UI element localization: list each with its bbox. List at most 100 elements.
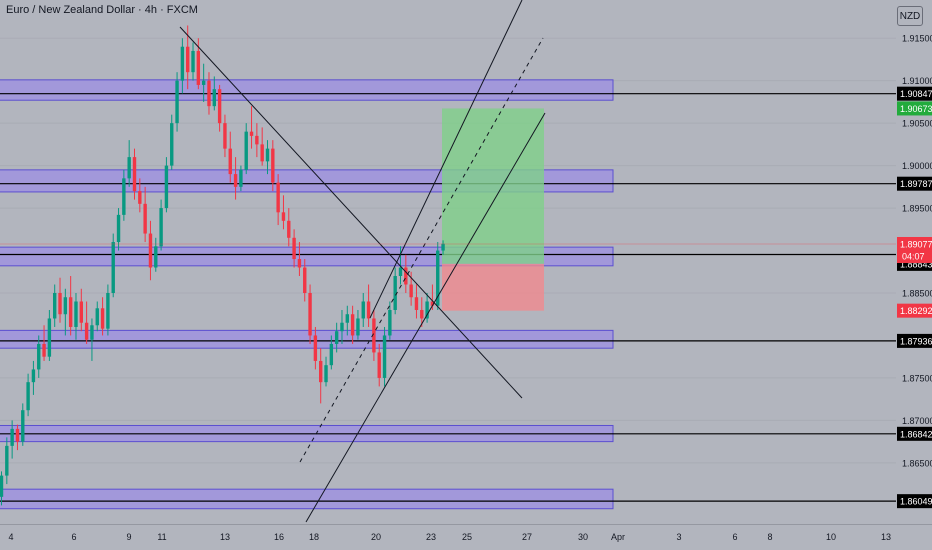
- candle: [201, 63, 206, 102]
- candle: [122, 169, 126, 221]
- candle-body: [303, 267, 307, 293]
- candle: [79, 288, 83, 332]
- downtrend-line[interactable]: [179, 26, 523, 399]
- candle: [404, 254, 408, 293]
- candle: [26, 373, 30, 417]
- candle-body: [26, 382, 30, 411]
- candle: [170, 114, 174, 170]
- candle: [5, 437, 9, 485]
- candle-body: [5, 445, 9, 476]
- channel-mid-line[interactable]: [299, 37, 544, 463]
- time-axis: 4 6 9 11 13 16 18 20 23 25 27 30 Apr 3 6 8 10 13: [0, 524, 932, 542]
- candle-body: [329, 343, 334, 366]
- candle-body: [37, 343, 41, 370]
- profit-zone[interactable]: [442, 108, 544, 264]
- price-tick-label: 1.90000: [902, 161, 932, 171]
- level-price-tag: 1.86842: [900, 429, 932, 439]
- stop-loss-zone[interactable]: [442, 263, 544, 311]
- candle: [0, 471, 4, 506]
- candle-body: [223, 123, 227, 149]
- candle-body: [53, 292, 57, 319]
- candle: [340, 309, 344, 344]
- level-price-tag-bg: [897, 333, 932, 348]
- candle-body: [239, 169, 243, 187]
- candle-body: [127, 157, 131, 179]
- candle: [244, 123, 248, 175]
- sr-zone[interactable]: [0, 488, 614, 510]
- channel-lower-line[interactable]: [305, 112, 546, 523]
- trendlines[interactable]: [179, 0, 546, 523]
- candle-body: [154, 246, 158, 268]
- candle: [116, 208, 121, 251]
- candle-body: [249, 131, 254, 136]
- candle: [53, 284, 57, 327]
- candle-body: [366, 301, 371, 319]
- candle-body: [84, 322, 89, 340]
- candle-body: [340, 322, 344, 332]
- currency-button[interactable]: NZD: [897, 6, 923, 26]
- candle: [37, 335, 41, 378]
- candle: [420, 297, 424, 327]
- candle: [255, 123, 259, 158]
- candle-body: [281, 212, 286, 221]
- candle: [10, 420, 14, 459]
- candle: [265, 140, 270, 175]
- candle: [68, 276, 73, 336]
- candle: [74, 292, 78, 340]
- candle-body: [404, 267, 408, 285]
- candle-body: [420, 309, 424, 319]
- candle-body: [382, 335, 387, 378]
- candle-body: [138, 191, 142, 204]
- candle: [393, 267, 397, 315]
- candle: [143, 186, 147, 243]
- candle-body: [42, 343, 46, 357]
- long-position-tool[interactable]: [442, 108, 544, 311]
- time-tick-label: 25: [462, 532, 472, 542]
- candle-body: [207, 80, 211, 107]
- time-tick-label: 3: [676, 532, 681, 542]
- price-tick-label: 1.89500: [902, 204, 932, 214]
- time-tick-label: 27: [522, 532, 532, 542]
- candle: [361, 292, 365, 327]
- candle: [100, 297, 105, 336]
- candle-body: [244, 131, 248, 170]
- candle-body: [175, 80, 179, 124]
- candle-body: [441, 243, 445, 251]
- level-price-tag: 1.87936: [900, 336, 932, 346]
- time-tick-label: 16: [274, 532, 284, 542]
- sr-zone[interactable]: [0, 329, 614, 349]
- candle: [350, 305, 355, 344]
- level-price-tag-bg: [897, 86, 932, 101]
- channel-upper-line[interactable]: [369, 0, 523, 319]
- candle: [15, 424, 20, 451]
- candle: [239, 165, 243, 192]
- candle: [111, 233, 115, 298]
- candle: [276, 174, 280, 226]
- candle: [313, 326, 318, 370]
- candle-body: [393, 276, 397, 310]
- candle-body: [388, 309, 392, 336]
- candle: [297, 242, 302, 277]
- candle-body: [0, 475, 4, 497]
- candle: [180, 38, 185, 94]
- candle-body: [334, 331, 339, 344]
- candle-body: [345, 314, 349, 323]
- time-tick-label: 9: [126, 532, 131, 542]
- symbol-title: Euro / New Zealand Dollar · 4h · FXCM: [6, 4, 198, 16]
- candle: [292, 229, 296, 268]
- candle-body: [212, 89, 216, 107]
- candle-body: [148, 233, 153, 268]
- time-tick-label: 8: [767, 532, 772, 542]
- candle: [436, 242, 440, 310]
- candle: [207, 72, 211, 115]
- entry-price-tag: 1.88843: [900, 259, 932, 269]
- sr-zone[interactable]: [0, 79, 614, 101]
- price-tick-label: 1.91000: [902, 76, 932, 86]
- time-tick-label: 6: [71, 532, 76, 542]
- time-tick-label: 4: [8, 532, 13, 542]
- candle-body: [21, 410, 25, 442]
- candle: [287, 208, 291, 247]
- candle: [127, 140, 131, 187]
